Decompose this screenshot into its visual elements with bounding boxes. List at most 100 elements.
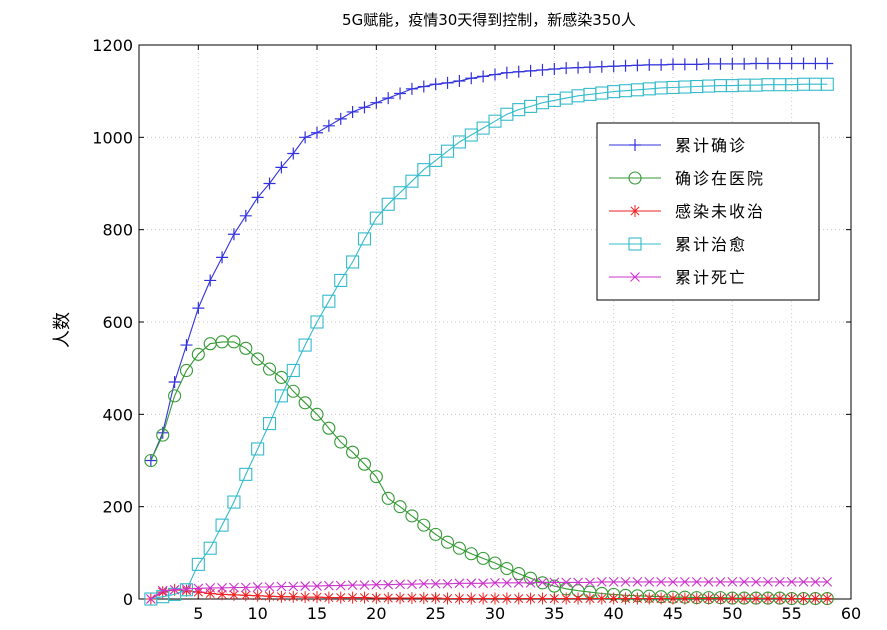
data-point — [821, 57, 834, 70]
data-point — [572, 592, 585, 605]
data-point — [215, 518, 229, 532]
data-point — [476, 551, 490, 565]
data-point — [298, 338, 312, 352]
data-point — [595, 592, 608, 605]
data-point — [679, 577, 690, 587]
x-tick-label: 10 — [247, 604, 267, 623]
data-point — [168, 389, 182, 403]
data-point — [168, 376, 181, 389]
x-tick-label: 55 — [781, 604, 801, 623]
legend-item: 累计死亡 — [609, 268, 745, 287]
data-point — [181, 583, 192, 594]
data-point — [394, 87, 407, 100]
data-point — [239, 589, 252, 602]
data-point — [322, 421, 336, 435]
data-point — [548, 592, 561, 605]
data-point — [476, 121, 490, 135]
data-point — [169, 584, 180, 595]
x-tick-label: 60 — [841, 604, 861, 623]
data-point — [738, 57, 751, 70]
data-point — [465, 72, 478, 85]
data-point — [156, 428, 170, 442]
data-point — [596, 577, 607, 587]
data-point — [369, 211, 383, 225]
y-tick-label: 1200 — [92, 36, 133, 55]
data-point — [702, 592, 715, 605]
series-line — [150, 581, 828, 600]
data-point — [464, 128, 478, 142]
x-tick-label: 40 — [603, 604, 623, 623]
data-point — [347, 580, 358, 591]
data-point — [500, 561, 514, 576]
data-point — [370, 96, 383, 109]
data-point — [417, 163, 431, 177]
data-point — [500, 592, 513, 605]
data-point — [310, 315, 324, 329]
data-point — [262, 417, 277, 431]
data-point — [632, 577, 643, 587]
data-point — [204, 274, 217, 287]
data-point — [429, 78, 442, 91]
data-point — [452, 541, 466, 555]
data-point — [180, 339, 193, 352]
data-point — [276, 581, 287, 592]
data-point — [381, 197, 395, 211]
data-point — [251, 589, 264, 602]
data-point — [619, 592, 632, 605]
data-point — [429, 153, 443, 167]
data-point — [714, 592, 727, 605]
data-point — [572, 61, 585, 74]
data-point — [607, 60, 620, 73]
data-point — [763, 577, 773, 587]
data-point — [643, 592, 656, 605]
data-point — [490, 577, 500, 588]
legend-marker — [628, 237, 642, 251]
data-point — [809, 592, 822, 605]
data-point — [263, 590, 276, 603]
data-point — [536, 592, 549, 605]
data-point — [429, 592, 442, 605]
data-point — [193, 583, 204, 594]
legend-marker — [629, 139, 641, 151]
data-point — [251, 442, 265, 456]
data-point — [288, 581, 299, 592]
x-tick-label: 35 — [544, 604, 564, 623]
data-point — [525, 577, 536, 588]
data-point — [192, 586, 205, 599]
legend-item: 确诊在医院 — [609, 169, 765, 188]
legend-label: 确诊在医院 — [675, 169, 765, 188]
data-point — [548, 63, 561, 76]
data-point — [359, 580, 370, 591]
legend-item: 累计治愈 — [609, 235, 747, 254]
x-tick-label: 45 — [663, 604, 683, 623]
data-point — [512, 65, 525, 78]
data-point — [216, 251, 229, 264]
data-point — [299, 131, 312, 144]
data-point — [286, 363, 300, 378]
data-point — [478, 578, 489, 589]
data-point — [300, 581, 311, 591]
data-point — [453, 75, 466, 88]
data-point — [560, 62, 573, 75]
legend-label: 累计治愈 — [675, 235, 747, 254]
x-tick-label: 30 — [485, 604, 505, 623]
data-point — [346, 105, 359, 118]
data-point — [371, 579, 382, 590]
data-point — [489, 68, 501, 81]
data-point — [357, 232, 372, 246]
data-point — [761, 592, 774, 605]
data-point — [441, 592, 454, 605]
data-point — [275, 590, 288, 603]
data-point — [549, 577, 560, 588]
data-point — [358, 101, 371, 114]
data-point — [820, 77, 834, 91]
data-point — [607, 592, 620, 605]
data-point — [524, 64, 537, 77]
x-tick-label: 25 — [425, 604, 445, 623]
data-point — [751, 577, 761, 587]
series-3 — [144, 583, 834, 605]
data-point — [357, 457, 372, 471]
data-point — [466, 578, 477, 589]
